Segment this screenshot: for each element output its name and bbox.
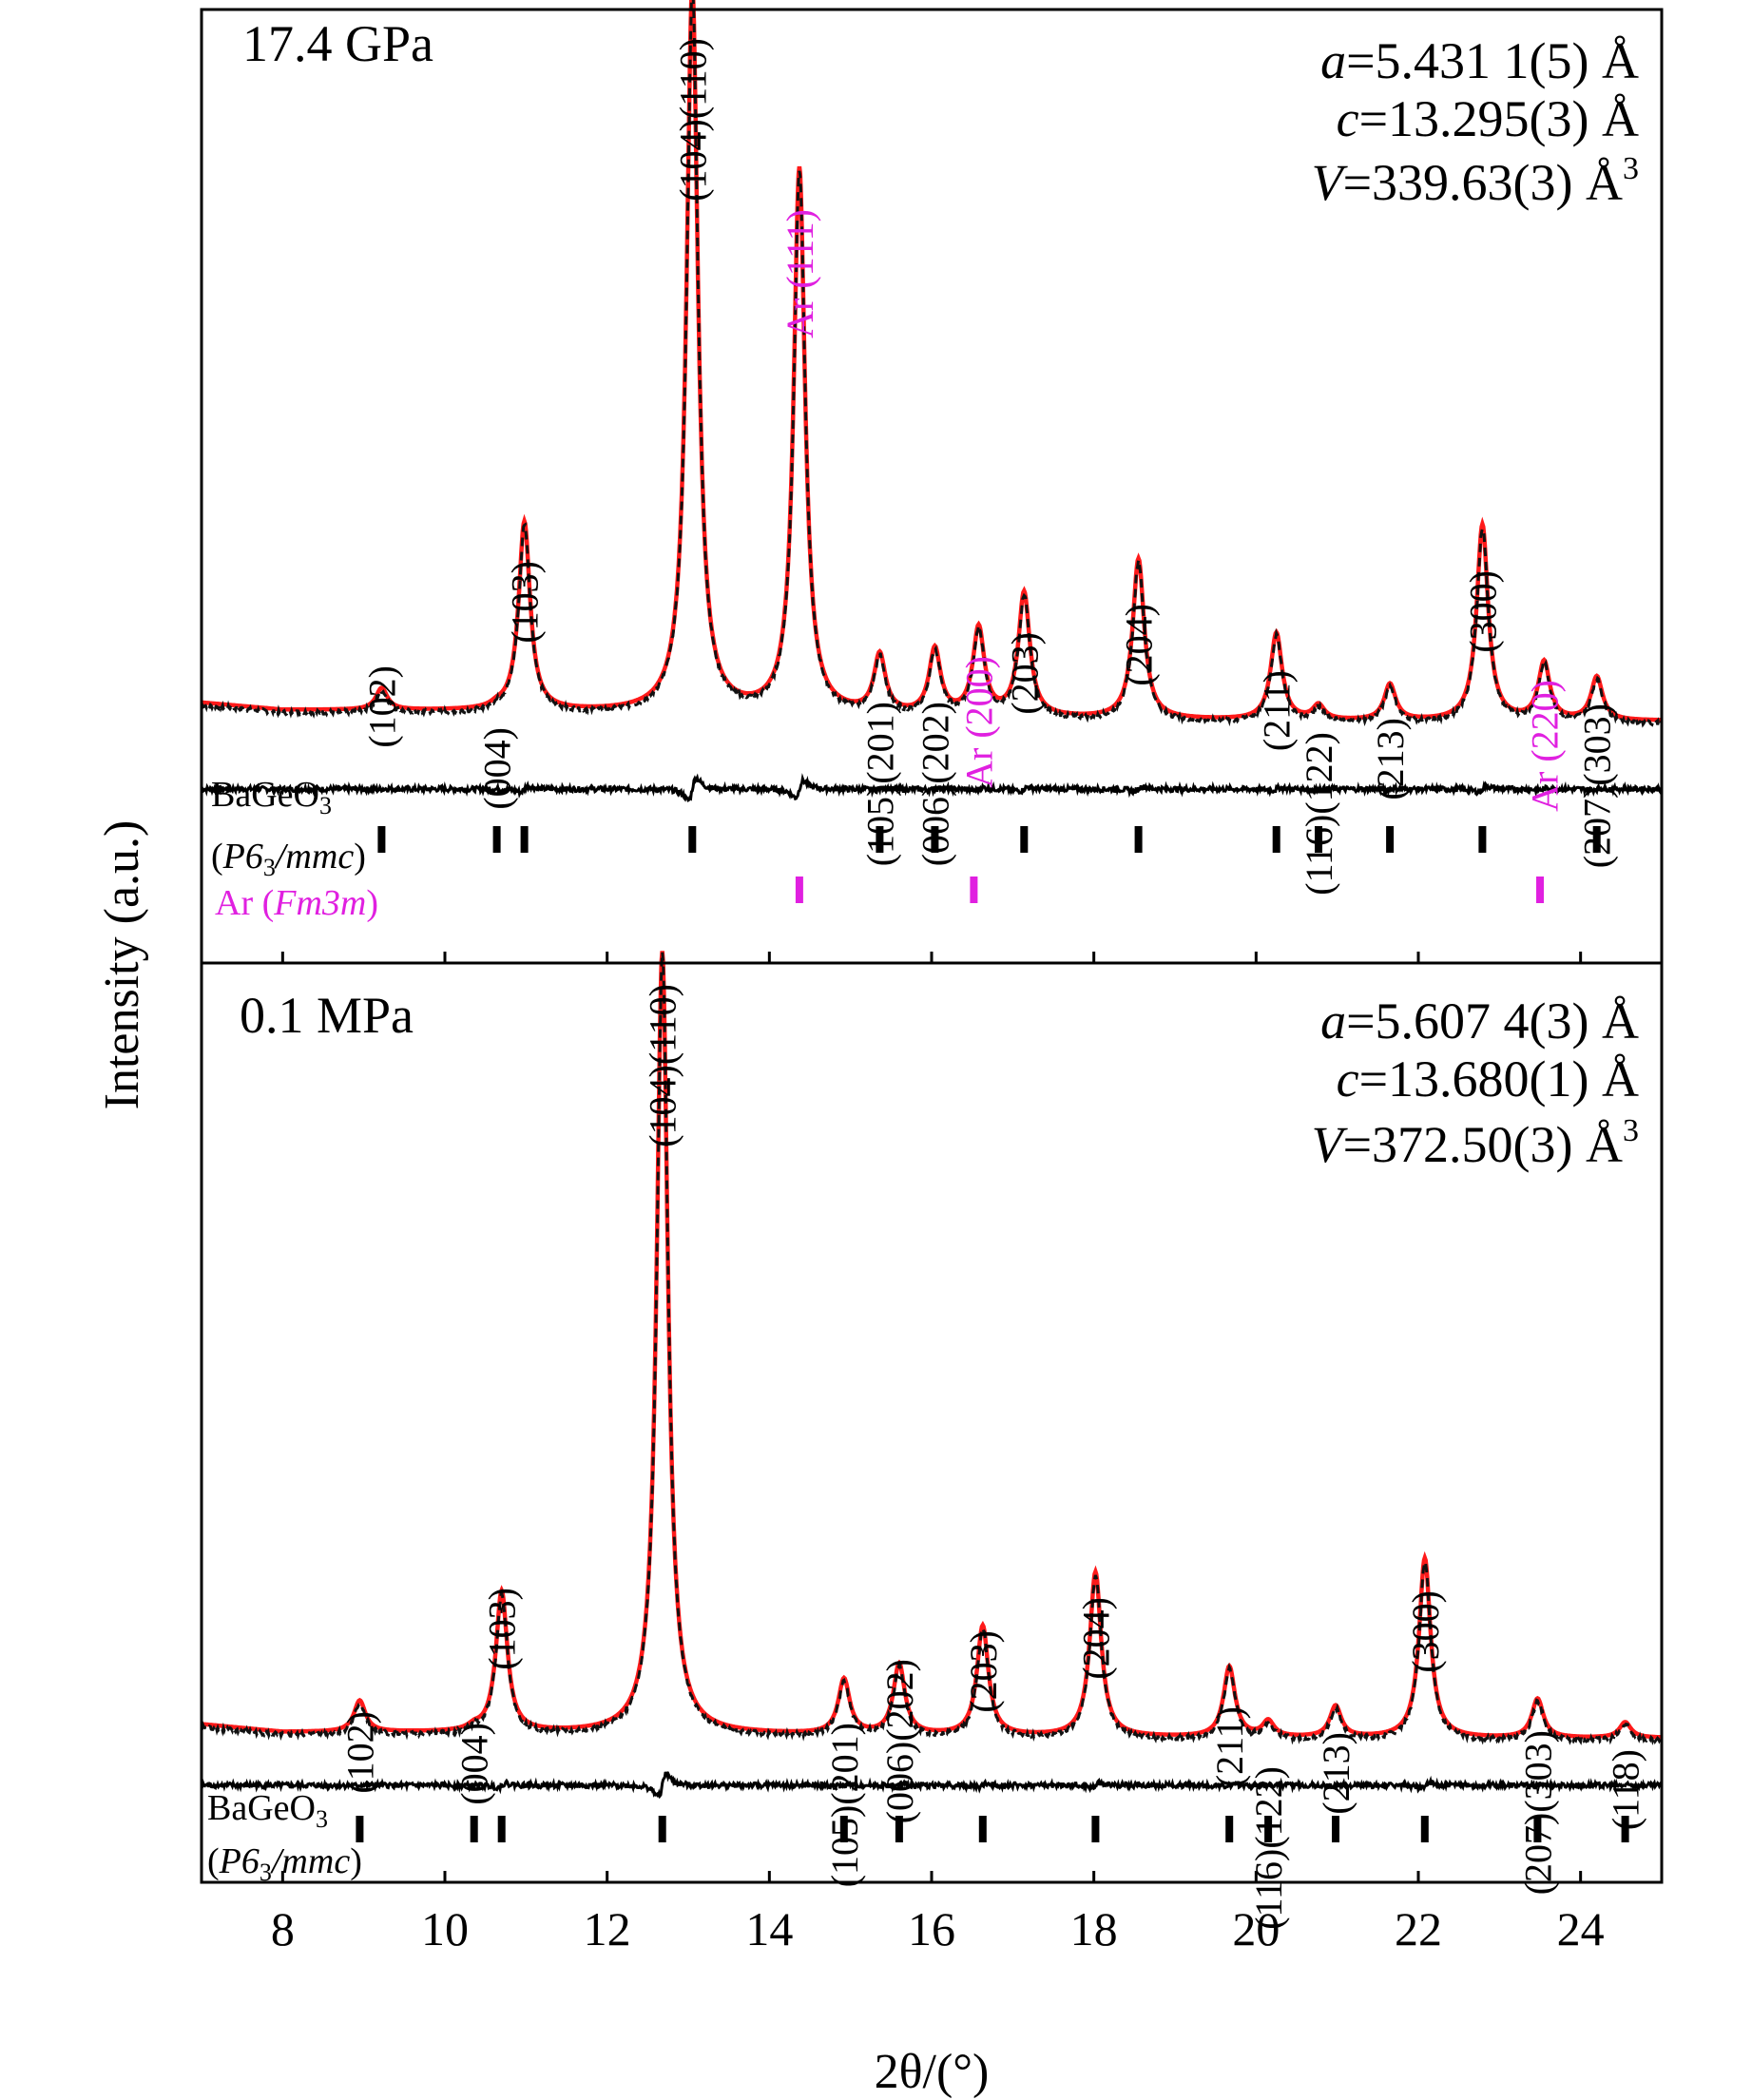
lattice-param: a=5.607 4(3) Å (1320, 992, 1639, 1050)
lattice-param: V=339.63(3) Å3 (1312, 151, 1639, 211)
peak-label: Ar (200) (958, 656, 1001, 788)
peak-label: (204) (1074, 1597, 1117, 1680)
bragg-tick-bageo3 (497, 1816, 506, 1842)
x-tick-label: 24 (1557, 1902, 1605, 1956)
bragg-tick-bageo3 (1386, 826, 1395, 853)
bragg-tick-bageo3 (978, 1816, 987, 1842)
peak-label: (004) (476, 727, 519, 810)
bragg-tick-bageo3 (658, 1816, 666, 1842)
bragg-tick-bageo3 (1592, 826, 1601, 853)
peak-label: (203) (1003, 632, 1046, 715)
pressure-label: 17.4 GPa (242, 15, 433, 72)
phase-name: BaGeO3 (211, 775, 332, 819)
x-tick-label: 20 (1232, 1902, 1280, 1956)
bragg-tick-bageo3 (1478, 826, 1487, 853)
bragg-tick-bageo3 (470, 1816, 478, 1842)
x-axis-label: 2θ/(°) (875, 2045, 990, 2099)
bragg-tick-bageo3 (839, 1816, 848, 1842)
peak-label: (207)(303) (1516, 1730, 1559, 1895)
bragg-tick-bageo3 (1020, 826, 1029, 853)
bragg-tick-bageo3 (876, 826, 884, 853)
bragg-tick-bageo3 (356, 1816, 364, 1842)
peak-label: (102) (338, 1711, 381, 1794)
peak-label: (300) (1461, 570, 1504, 653)
peak-label: (213) (1369, 718, 1412, 800)
x-tick-label: 22 (1395, 1902, 1442, 1956)
bragg-tick-bageo3 (1134, 826, 1143, 853)
peak-label: (102) (360, 665, 403, 748)
bragg-tick-bageo3 (1225, 1816, 1234, 1842)
peak-label: (103) (481, 1588, 524, 1670)
bragg-tick-ar (795, 877, 803, 903)
peak-label: (213) (1315, 1732, 1357, 1815)
x-tick-label: 12 (584, 1902, 631, 1956)
peak-label: (103) (504, 561, 547, 644)
difference-curve-low (201, 1770, 1664, 1800)
lattice-param: V=372.50(3) Å3 (1312, 1113, 1639, 1173)
bragg-tick-bageo3 (1315, 826, 1322, 853)
peak-label: (211) (1208, 1706, 1251, 1787)
y-axis-label: Intensity (a.u.) (95, 820, 149, 1110)
x-tick-label: 8 (271, 1902, 295, 1956)
difference-curve-high (201, 773, 1664, 803)
peak-label: (203) (962, 1630, 1005, 1713)
bragg-tick-ar (1536, 877, 1544, 903)
peak-label: (105)(201) (823, 1723, 866, 1887)
x-tick-label: 10 (421, 1902, 469, 1956)
peak-label: (300) (1404, 1590, 1447, 1673)
peak-label: (204) (1118, 604, 1161, 686)
bragg-tick-bageo3 (1533, 1816, 1542, 1842)
lattice-param: c=13.295(3) Å (1337, 90, 1639, 147)
lattice-param: a=5.431 1(5) Å (1320, 32, 1639, 89)
peak-label: (211) (1256, 670, 1299, 751)
phase-name-ar: Ar (Fm3m) (215, 883, 378, 923)
peak-label: (116)(122) (1247, 1766, 1290, 1930)
space-group: (P63/mmc) (211, 837, 366, 881)
bragg-tick-bageo3 (1272, 826, 1280, 853)
x-tick-label: 14 (745, 1902, 793, 1956)
peak-label: (116)(122) (1298, 732, 1340, 896)
bragg-tick-bageo3 (377, 826, 386, 853)
x-tick-label: 18 (1070, 1902, 1118, 1956)
peak-label: (004) (453, 1723, 496, 1805)
bragg-tick-bageo3 (1091, 1816, 1100, 1842)
bragg-tick-bageo3 (688, 826, 697, 853)
bragg-tick-bageo3 (1621, 1816, 1629, 1842)
bragg-tick-bageo3 (520, 826, 529, 853)
pressure-label: 0.1 MPa (240, 987, 414, 1044)
peak-label: (104)(110) (671, 38, 714, 202)
lattice-param: c=13.680(1) Å (1337, 1050, 1639, 1108)
bragg-tick-bageo3 (931, 826, 939, 853)
observed-profile-high (201, 0, 1664, 729)
bragg-tick-bageo3 (895, 1816, 903, 1842)
peak-label: (006)(202) (878, 1659, 921, 1823)
peak-label: Ar (111) (779, 209, 821, 338)
bragg-tick-bageo3 (1420, 1816, 1429, 1842)
bragg-tick-bageo3 (492, 826, 501, 853)
bragg-tick-bageo3 (1264, 1816, 1273, 1842)
bragg-tick-bageo3 (1332, 1816, 1339, 1842)
phase-name: BaGeO3 (207, 1788, 328, 1833)
peak-label: (104)(110) (642, 984, 684, 1147)
x-tick-label: 16 (908, 1902, 955, 1956)
space-group: (P63/mmc) (207, 1841, 362, 1886)
peak-label: Ar (220) (1523, 680, 1566, 812)
bragg-tick-ar (970, 877, 978, 903)
